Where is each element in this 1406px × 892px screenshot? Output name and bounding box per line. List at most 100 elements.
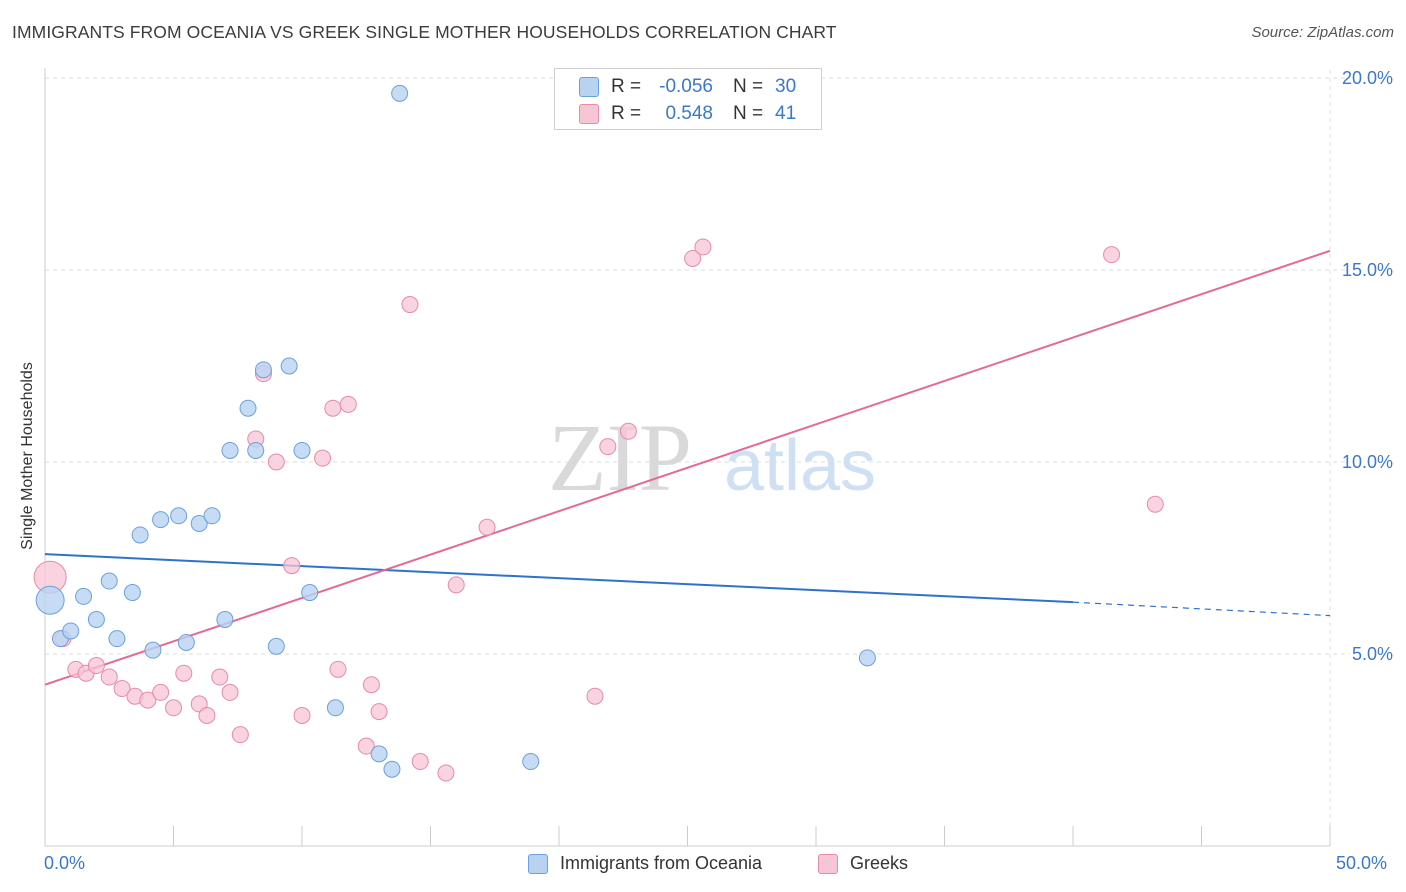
legend-n-value: 30 <box>775 76 797 97</box>
legend-r-label: R = <box>611 76 642 97</box>
greeks-point <box>1146 495 1164 513</box>
greeks-point <box>684 249 702 267</box>
greeks-point <box>113 680 131 698</box>
greeks-point <box>694 238 712 256</box>
greeks-point <box>1103 246 1121 264</box>
axes <box>44 68 1331 847</box>
greeks-point <box>437 764 455 782</box>
greeks-point <box>139 691 157 709</box>
oceania-point <box>152 511 170 529</box>
oceania-point <box>267 637 285 655</box>
greeks-point <box>478 518 496 536</box>
legend-row-oceania: R = -0.056 N = 30 <box>579 75 796 99</box>
greeks-points <box>33 238 1164 782</box>
trend-lines <box>44 249 1331 686</box>
oceania-point <box>239 399 257 417</box>
oceania-point <box>858 649 876 667</box>
y-tick-label: 10.0% <box>1342 452 1393 472</box>
greeks-point <box>339 395 357 413</box>
greeks-trend-line <box>44 249 1331 686</box>
greeks-point <box>447 576 465 594</box>
oceania-point <box>87 610 105 628</box>
greeks-point <box>267 453 285 471</box>
oceania-point <box>123 584 141 602</box>
bottom-legend-greeks: Greeks <box>818 853 908 874</box>
greeks-point <box>231 726 249 744</box>
greeks-point <box>175 664 193 682</box>
x-tick-label-min: 0.0% <box>44 853 86 873</box>
greeks-point <box>411 753 429 771</box>
legend-n-label: N = <box>733 76 764 97</box>
legend-r-label: R = <box>611 103 642 124</box>
oceania-point <box>326 699 344 717</box>
oceania-point <box>293 441 311 459</box>
oceania-point <box>62 622 80 640</box>
oceania-point <box>391 84 409 102</box>
greeks-point <box>221 683 239 701</box>
x-tick-label-max: 50.0% <box>1336 853 1388 873</box>
oceania-trend-line <box>44 553 1074 604</box>
greeks-point <box>87 657 105 675</box>
chart-title: IMMIGRANTS FROM OCEANIA VS GREEK SINGLE … <box>12 22 837 42</box>
y-tick-label: 20.0% <box>1342 68 1393 88</box>
legend-n-label: N = <box>733 103 764 124</box>
oceania-point <box>370 745 388 763</box>
greeks-point <box>283 557 301 575</box>
greeks-point <box>357 737 375 755</box>
bottom-legend-oceania: Immigrants from Oceania <box>528 853 762 874</box>
greeks-point <box>401 296 419 314</box>
oceania-point <box>108 630 126 648</box>
oceania-point <box>522 753 540 771</box>
legend-n-value: 41 <box>775 103 797 124</box>
greeks-point <box>329 660 347 678</box>
bottom-legend-label-oceania: Immigrants from Oceania <box>560 853 763 873</box>
watermark-zip: ZIP <box>548 404 692 511</box>
source-credit: Source: ZipAtlas.com <box>1251 24 1394 41</box>
oceania-trend-extension <box>1072 601 1331 617</box>
greeks-point <box>100 668 118 686</box>
watermark-atlas: atlas <box>724 426 876 506</box>
oceania-point <box>35 585 65 615</box>
oceania-point <box>203 507 221 525</box>
oceania-point <box>100 572 118 590</box>
greeks-point <box>370 703 388 721</box>
correlation-legend: R = -0.056 N = 30 R = 0.548 N = 41 <box>554 68 822 130</box>
grid-lines <box>45 70 1350 846</box>
greeks-point <box>619 422 637 440</box>
bottom-legend-label-greeks: Greeks <box>850 853 909 873</box>
bottom-legend-swatch-oceania <box>528 853 548 874</box>
greeks-point <box>324 399 342 417</box>
oceania-point <box>280 357 298 375</box>
y-tick-labels: 5.0% 10.0% 15.0% 20.0% <box>1342 68 1393 664</box>
oceania-point <box>301 584 319 602</box>
oceania-point <box>254 361 272 379</box>
greeks-point <box>152 683 170 701</box>
greeks-point <box>198 706 216 724</box>
oceania-point <box>177 633 195 651</box>
oceania-point <box>221 441 239 459</box>
y-tick-label: 5.0% <box>1352 644 1393 664</box>
oceania-points <box>35 84 876 778</box>
greeks-point <box>165 699 182 717</box>
y-tick-label: 15.0% <box>1342 260 1393 280</box>
oceania-point <box>247 441 265 459</box>
bottom-legend-swatch-greeks <box>818 853 838 874</box>
greeks-point <box>211 668 229 686</box>
greeks-point <box>314 449 332 467</box>
greeks-point <box>599 438 617 456</box>
legend-swatch-greeks <box>579 104 599 124</box>
oceania-point <box>170 507 188 525</box>
oceania-point <box>131 526 149 544</box>
oceania-point <box>75 587 93 605</box>
legend-r-value: 0.548 <box>665 103 713 124</box>
legend-swatch-oceania <box>579 77 599 97</box>
oceania-point <box>144 641 162 659</box>
legend-row-greeks: R = 0.548 N = 41 <box>579 102 796 126</box>
greeks-point <box>362 676 380 694</box>
watermark: ZIP atlas <box>548 404 876 511</box>
legend-r-value: -0.056 <box>659 76 713 97</box>
oceania-point <box>383 760 401 778</box>
oceania-point <box>190 514 208 532</box>
oceania-point <box>216 610 234 628</box>
